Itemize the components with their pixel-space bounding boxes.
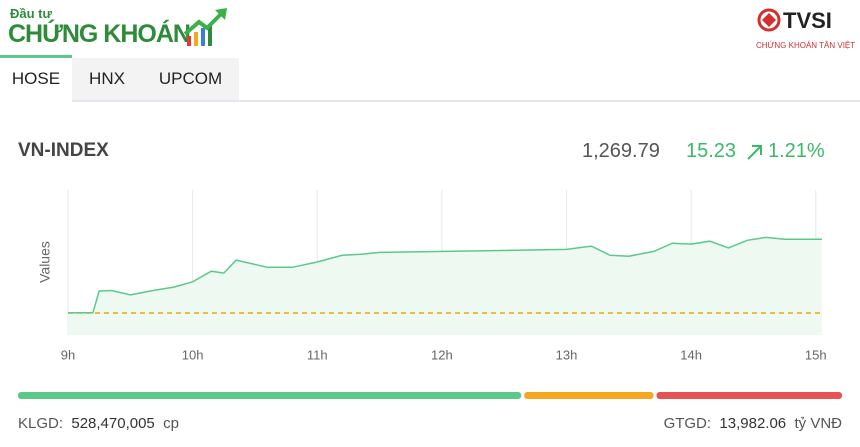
x-tick-label: 10h (182, 347, 204, 362)
x-tick-label: 15h (805, 347, 827, 362)
x-tick-label: 13h (556, 347, 578, 362)
tab-border (72, 100, 860, 102)
tab[interactable]: UPCOM (142, 58, 239, 100)
volume-label: KLGD: (18, 415, 64, 432)
line-area (68, 237, 822, 335)
brand: TVSI (783, 8, 832, 33)
logo-main: CHỨNG KHOÁN (8, 20, 191, 48)
logo-small: Đầu tư (10, 6, 52, 21)
trade-value: 13,982.06 (719, 415, 787, 432)
index-percent: 1.21% (768, 140, 825, 162)
footer-right: GTGD: 13,982.06 tỷ VNĐ (664, 415, 842, 432)
volume: 528,470,005 (71, 415, 155, 432)
index-value: 1,269.79 (582, 140, 660, 162)
breadth-bar (18, 392, 842, 399)
x-tick-label: 14h (680, 347, 702, 362)
breadth-segment (524, 392, 654, 399)
y-axis-label: Values (37, 241, 53, 283)
footer-left: KLGD: 528,470,005 cp (18, 415, 179, 432)
x-tick-label: 12h (431, 347, 453, 362)
up-arrow (747, 145, 762, 160)
breadth-segment (18, 392, 522, 399)
volume-unit: cp (163, 415, 179, 432)
tab[interactable]: HOSE (0, 55, 72, 100)
x-tick-label: 11h (307, 347, 328, 362)
breadth-segment (656, 392, 842, 399)
logo-icon (183, 8, 227, 46)
chart: Values 9h 10h 11h 12h 13h 14h 15h (37, 190, 827, 362)
value-unit: tỷ VNĐ (794, 415, 842, 432)
tab[interactable]: HNX (72, 58, 142, 100)
price-line (68, 236, 822, 314)
index-change: 15.23 (686, 140, 737, 162)
value-label: GTGD: (663, 415, 712, 432)
brand-icon (757, 8, 781, 32)
index-name: VN-INDEX (18, 140, 109, 161)
x-tick-label: 9h (61, 347, 75, 362)
brand-sub: CHỨNG KHOÁN TÂN VIỆT (756, 41, 856, 50)
